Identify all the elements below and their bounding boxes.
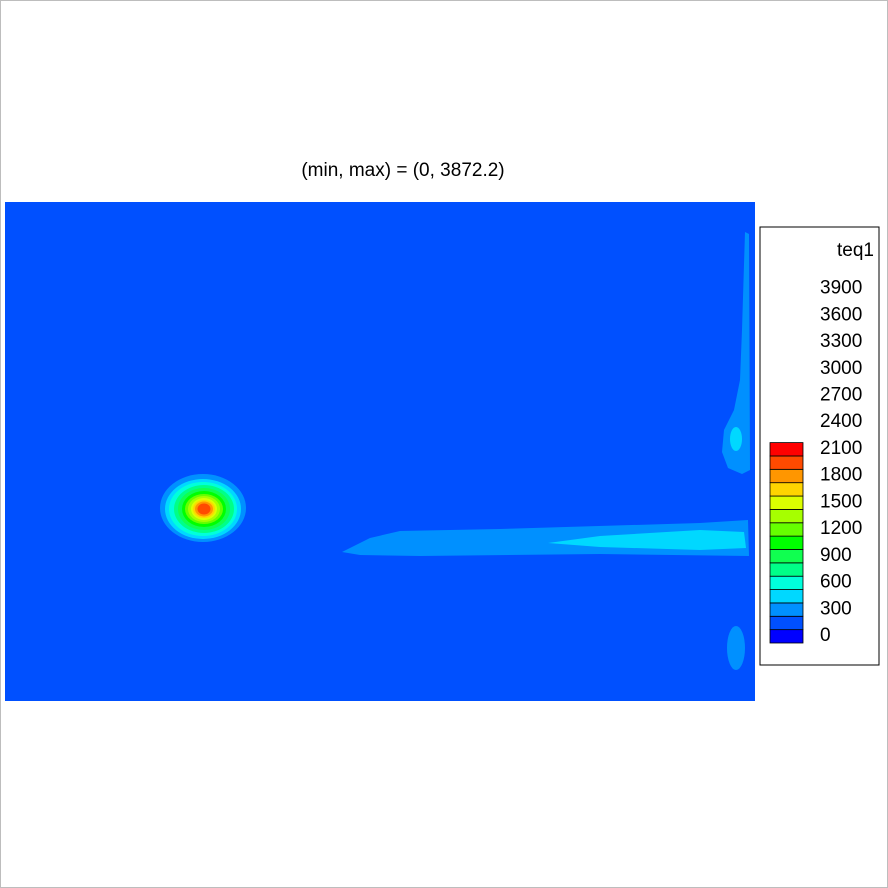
legend-swatch <box>769 455 804 470</box>
legend-swatch <box>769 589 804 604</box>
hot-spot <box>160 474 246 542</box>
legend-swatch <box>769 575 804 590</box>
legend-tick-label: 2400 <box>820 411 862 432</box>
right-edge-plume <box>722 232 750 474</box>
legend-tick-label: 900 <box>820 545 852 566</box>
legend-swatch <box>769 522 804 537</box>
legend-swatch <box>769 495 804 510</box>
legend-tick-label: 1500 <box>820 491 862 512</box>
horizontal-band-core <box>548 530 746 550</box>
legend-swatch <box>769 508 804 524</box>
legend-swatch <box>769 535 804 550</box>
legend-title: teq1 <box>837 240 874 261</box>
legend-tick-label: 2700 <box>820 385 862 406</box>
field-background <box>5 202 755 701</box>
legend-tick-label: 0 <box>820 625 831 646</box>
legend-tick-label: 3000 <box>820 358 862 379</box>
legend-labels: 0 300 600 900 1200 1500 1800 2100 2400 2700 3000 33… <box>820 278 862 646</box>
legend-tick-label: 1800 <box>820 465 862 486</box>
right-edge-plume-core <box>730 427 742 451</box>
legend-tick-label: 3600 <box>820 304 862 325</box>
legend-swatch <box>769 562 804 577</box>
plot-title: (min, max) = (0, 3872.2) <box>301 160 505 181</box>
legend-swatch <box>769 468 804 484</box>
legend-tick-label: 600 <box>820 572 852 593</box>
legend-tick-label: 2100 <box>820 438 862 459</box>
legend-swatch <box>769 602 804 617</box>
legend-swatch <box>769 629 804 644</box>
legend-swatch <box>769 549 804 564</box>
legend-tick-label: 3900 <box>820 278 862 299</box>
legend-swatch <box>769 482 804 497</box>
legend-tick-label: 1200 <box>820 518 862 539</box>
legend-tick-label: 300 <box>820 598 852 619</box>
lower-right-patch <box>727 626 745 670</box>
legend-swatch <box>769 442 804 457</box>
legend-swatch <box>769 615 804 631</box>
legend-tick-label: 3300 <box>820 331 862 352</box>
legend-swatches <box>769 442 804 644</box>
